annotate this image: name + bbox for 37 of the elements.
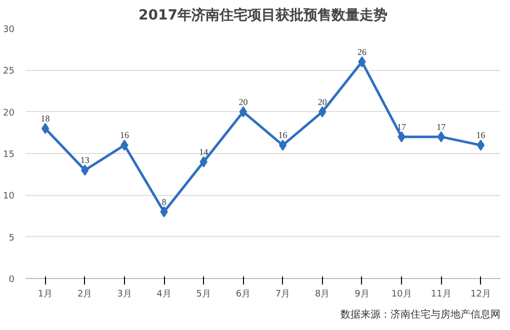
source-note: 数据来源：济南住宅与房地产信息网 xyxy=(340,308,500,320)
data-label: 20 xyxy=(238,96,248,107)
data-label: 26 xyxy=(357,46,367,57)
x-tick-label: 10月 xyxy=(391,290,412,300)
x-tick-label: 4月 xyxy=(156,290,172,300)
point xyxy=(278,140,287,151)
point xyxy=(239,106,248,118)
y-tick-label: 10 xyxy=(3,192,15,202)
data-label: 18 xyxy=(40,114,50,124)
x-tick-label: 6月 xyxy=(236,290,251,300)
data-label: 16 xyxy=(278,130,288,140)
x-tick-label: 1月 xyxy=(38,290,53,300)
x-tick-label: 11月 xyxy=(430,290,452,300)
x-tick-label: 7月 xyxy=(275,290,290,300)
y-tick-label: 5 xyxy=(8,233,15,244)
data-label: 20 xyxy=(318,96,328,107)
y-tick-label: 25 xyxy=(3,66,14,77)
data-label: 13 xyxy=(80,155,90,166)
data-label: 16 xyxy=(476,130,486,140)
chart-title: 2017年济南住宅项目获批预售数量走势 xyxy=(138,6,388,24)
x-tick-label: 3月 xyxy=(117,290,132,300)
y-tick-label: 15 xyxy=(3,150,14,160)
data-label: 14 xyxy=(199,146,209,157)
x-tick-label: 8月 xyxy=(315,290,330,300)
x-tick-label: 5月 xyxy=(196,290,211,300)
point xyxy=(41,123,50,134)
x-tick-label: 2月 xyxy=(78,290,92,300)
data-label: 8 xyxy=(162,196,167,207)
y-tick-label: 20 xyxy=(3,108,15,118)
point xyxy=(476,140,485,151)
y-tick-label: 30 xyxy=(3,25,15,35)
x-tick-label: 9月 xyxy=(354,290,370,300)
data-label: 17 xyxy=(436,122,446,132)
y-tick-label: 0 xyxy=(8,275,15,285)
x-tick-label: 12月 xyxy=(470,290,491,300)
data-label: 16 xyxy=(120,130,130,140)
data-label: 17 xyxy=(397,122,407,132)
